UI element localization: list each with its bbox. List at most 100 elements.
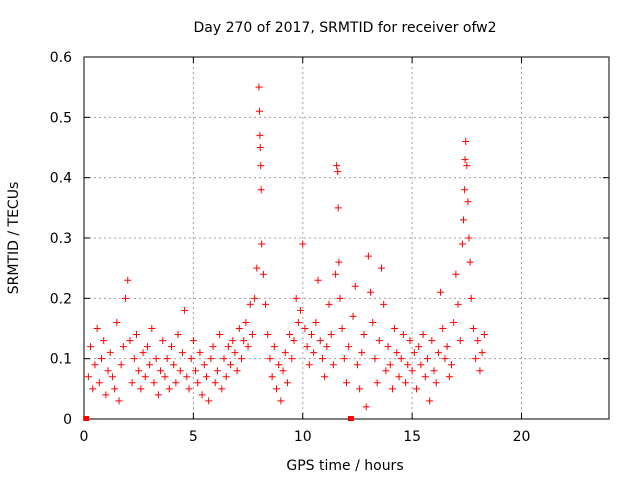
data-point bbox=[242, 318, 250, 326]
data-point bbox=[334, 204, 342, 212]
gridlines bbox=[84, 57, 609, 419]
x-tick-label: 10 bbox=[294, 429, 312, 445]
data-point bbox=[244, 343, 252, 351]
data-point bbox=[421, 373, 429, 381]
tick-labels: 0 0.1 0.2 0.3 0.4 0.5 0.6 0 5 10 15 20 bbox=[50, 50, 531, 445]
data-point bbox=[227, 361, 235, 369]
y-tick-label: 0.1 bbox=[50, 352, 72, 368]
data-point bbox=[456, 337, 464, 345]
data-point bbox=[423, 355, 431, 363]
data-point bbox=[380, 300, 388, 308]
x-tick-label: 15 bbox=[403, 429, 421, 445]
data-point bbox=[213, 367, 221, 375]
data-point bbox=[222, 373, 230, 381]
data-point bbox=[305, 361, 313, 369]
data-point bbox=[310, 349, 318, 357]
data-point bbox=[185, 385, 193, 393]
data-point bbox=[148, 325, 156, 332]
data-point bbox=[209, 343, 217, 351]
data-point bbox=[318, 355, 326, 363]
data-point bbox=[288, 355, 296, 363]
x-tick-label: 0 bbox=[80, 429, 89, 445]
data-point bbox=[100, 337, 108, 345]
data-point bbox=[325, 300, 333, 308]
data-point bbox=[413, 385, 420, 393]
data-point bbox=[141, 373, 149, 381]
data-point bbox=[469, 325, 477, 332]
data-point bbox=[257, 186, 265, 194]
data-point bbox=[277, 397, 285, 405]
data-point bbox=[336, 294, 344, 302]
data-point bbox=[373, 379, 381, 387]
data-point bbox=[104, 367, 112, 375]
data-point bbox=[351, 282, 359, 290]
data-point bbox=[391, 325, 399, 332]
data-point bbox=[434, 349, 442, 357]
data-point bbox=[430, 367, 438, 375]
data-point bbox=[262, 300, 270, 308]
data-point bbox=[198, 391, 206, 399]
y-tick-label: 0.6 bbox=[50, 50, 72, 66]
data-point bbox=[335, 258, 343, 266]
data-point bbox=[139, 349, 147, 357]
data-point bbox=[297, 306, 305, 314]
data-point bbox=[334, 168, 342, 176]
data-point bbox=[465, 234, 473, 242]
data-point bbox=[108, 373, 116, 381]
data-point bbox=[168, 343, 175, 351]
data-point bbox=[143, 343, 151, 351]
data-point bbox=[270, 343, 278, 351]
data-point bbox=[466, 258, 474, 266]
data-point bbox=[233, 367, 241, 375]
data-point bbox=[113, 318, 121, 326]
data-point bbox=[402, 379, 410, 387]
x-tick-label: 5 bbox=[189, 429, 198, 445]
data-point bbox=[408, 367, 416, 375]
data-point bbox=[273, 385, 280, 393]
data-point bbox=[203, 373, 210, 381]
data-point bbox=[258, 240, 266, 248]
data-point bbox=[461, 186, 469, 194]
data-point bbox=[91, 361, 99, 369]
data-point bbox=[229, 337, 237, 345]
data-point bbox=[333, 162, 341, 170]
data-point bbox=[119, 343, 127, 351]
data-point bbox=[211, 379, 219, 387]
data-point bbox=[170, 361, 178, 369]
data-point bbox=[367, 288, 375, 296]
data-point bbox=[286, 331, 294, 339]
data-point bbox=[183, 373, 191, 381]
data-point bbox=[124, 276, 132, 284]
data-point bbox=[240, 337, 248, 345]
y-tick-label: 0.4 bbox=[50, 171, 72, 187]
data-point bbox=[343, 379, 350, 387]
data-point bbox=[312, 318, 320, 326]
data-point bbox=[194, 379, 202, 387]
data-point bbox=[364, 252, 372, 260]
data-point bbox=[362, 403, 370, 411]
data-point bbox=[281, 349, 289, 357]
y-tick-label: 0.3 bbox=[50, 231, 72, 247]
data-point bbox=[115, 397, 123, 405]
data-point bbox=[231, 349, 239, 357]
y-axis-label: SRMTID / TECUs bbox=[6, 182, 22, 295]
data-point bbox=[458, 240, 466, 248]
data-point bbox=[111, 385, 119, 393]
data-point bbox=[255, 107, 263, 115]
data-point bbox=[472, 355, 480, 363]
data-point bbox=[84, 373, 92, 381]
data-point bbox=[255, 83, 263, 91]
data-point bbox=[467, 294, 475, 302]
data-point bbox=[294, 318, 302, 326]
data-point bbox=[445, 373, 453, 381]
data-point bbox=[406, 337, 414, 345]
data-point bbox=[181, 306, 189, 314]
data-point bbox=[187, 355, 195, 363]
data-point bbox=[404, 361, 412, 369]
data-point bbox=[246, 300, 254, 308]
data-point bbox=[443, 343, 451, 351]
data-point bbox=[205, 397, 213, 405]
data-point bbox=[461, 156, 469, 164]
data-point bbox=[137, 385, 145, 393]
